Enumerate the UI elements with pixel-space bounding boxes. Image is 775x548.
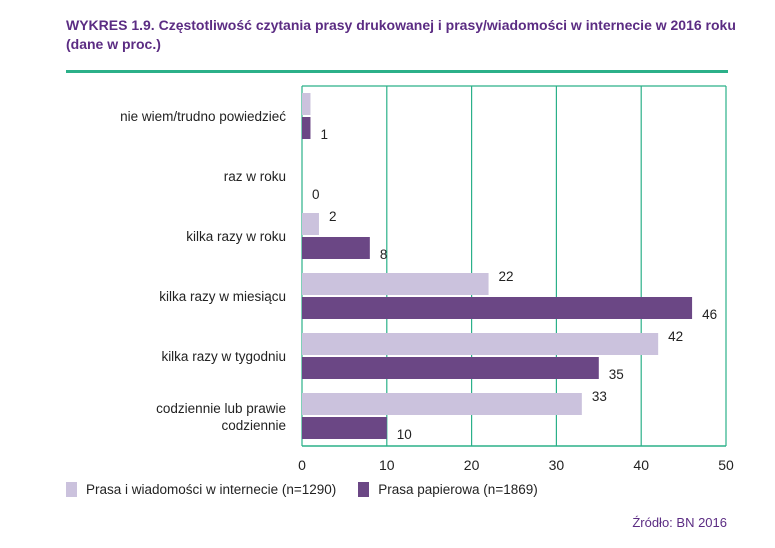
bar-paper xyxy=(302,117,311,139)
x-tick-label: 50 xyxy=(718,457,734,473)
data-label-internet: 2 xyxy=(329,209,337,224)
bar-internet xyxy=(302,213,319,235)
chart-title: WYKRES 1.9. Częstotliwość czytania prasy… xyxy=(66,17,736,52)
data-label-internet: 42 xyxy=(668,329,683,344)
bar-internet xyxy=(302,273,489,295)
category-label: kilka razy w miesiącu xyxy=(159,289,286,304)
category-label: codziennie lub prawie codziennie xyxy=(156,401,286,433)
category-label: kilka razy w roku xyxy=(186,229,286,244)
category-label: nie wiem/trudno powiedzieć xyxy=(120,109,286,124)
data-label-paper: 8 xyxy=(380,247,388,262)
x-tick-label: 30 xyxy=(549,457,565,473)
data-label-internet: 33 xyxy=(592,389,607,404)
x-tick-label: 40 xyxy=(633,457,649,473)
legend-label-internet: Prasa i wiadomości w internecie (n=1290) xyxy=(86,482,337,497)
gridlines xyxy=(301,85,727,447)
legend-item-paper: Prasa papierowa (n=1869) xyxy=(358,482,538,497)
data-label-paper: 35 xyxy=(609,367,624,382)
source-note: Źródło: BN 2016 xyxy=(632,515,727,530)
title-divider xyxy=(66,70,728,73)
data-label-paper: 1 xyxy=(320,127,328,142)
bar-paper xyxy=(302,297,693,319)
x-tick-label: 20 xyxy=(464,457,480,473)
bar-internet xyxy=(302,333,659,355)
bar-paper xyxy=(302,357,599,379)
bar-paper xyxy=(302,237,370,259)
data-label-paper: 10 xyxy=(397,427,412,442)
data-label-paper: 46 xyxy=(702,307,717,322)
category-label: kilka razy w tygodniu xyxy=(161,349,286,364)
data-label-internet: 22 xyxy=(499,269,514,284)
x-tick-label: 10 xyxy=(379,457,395,473)
bar-internet xyxy=(302,93,311,115)
category-label: raz w roku xyxy=(224,169,286,184)
data-label-paper: 0 xyxy=(312,187,320,202)
legend-label-paper: Prasa papierowa (n=1869) xyxy=(378,482,538,497)
x-tick-label: 0 xyxy=(298,457,306,473)
legend-swatch-internet xyxy=(66,482,77,497)
legend: Prasa i wiadomości w internecie (n=1290)… xyxy=(66,482,560,497)
bar-internet xyxy=(302,393,582,415)
legend-item-internet: Prasa i wiadomości w internecie (n=1290) xyxy=(66,482,336,497)
bars xyxy=(302,93,693,439)
legend-swatch-paper xyxy=(358,482,370,497)
bar-paper xyxy=(302,417,387,439)
